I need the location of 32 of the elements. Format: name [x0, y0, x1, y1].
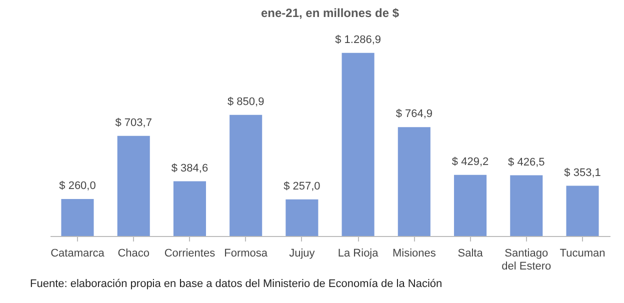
x-tick-label: Misiones [392, 248, 436, 260]
x-tick-label: Corrientes [164, 248, 216, 260]
data-label: $ 764,9 [396, 108, 433, 120]
x-tick-label: Salta [458, 248, 484, 260]
data-label: $ 353,1 [564, 166, 601, 179]
data-label: $ 260,0 [59, 180, 96, 192]
bar [566, 186, 599, 236]
bar [286, 199, 318, 236]
data-label: $ 384,6 [171, 162, 208, 174]
bar [173, 181, 206, 236]
x-tick-label: Chaco [118, 248, 150, 260]
data-label: $ 426,5 [508, 156, 545, 168]
bar [454, 174, 487, 236]
x-tick-label: Formosa [224, 248, 268, 260]
source-note: Fuente: elaboración propia en base a datos del Ministerio de Economía de la Nación [30, 278, 442, 290]
bar [510, 175, 543, 236]
data-label: $ 850,9 [227, 96, 264, 108]
data-label: $ 429,2 [452, 156, 489, 168]
bar [61, 199, 94, 236]
bar [398, 127, 430, 236]
data-label: $ 1.286,9 [335, 34, 381, 46]
x-tick-label: Santiago del Estero [502, 248, 552, 272]
data-label: $ 703,7 [115, 116, 152, 129]
bar [342, 52, 374, 236]
x-tick-label: Tucuman [560, 248, 606, 260]
data-label: $ 257,0 [284, 180, 320, 192]
bar [117, 136, 150, 236]
x-tick-label: La Rioja [338, 248, 380, 260]
x-tick-label: Catamarca [50, 248, 106, 260]
bar [230, 114, 262, 236]
chart-title: ene-21, en millones de $ [260, 6, 400, 20]
x-tick-label: Jujuy [289, 248, 316, 260]
